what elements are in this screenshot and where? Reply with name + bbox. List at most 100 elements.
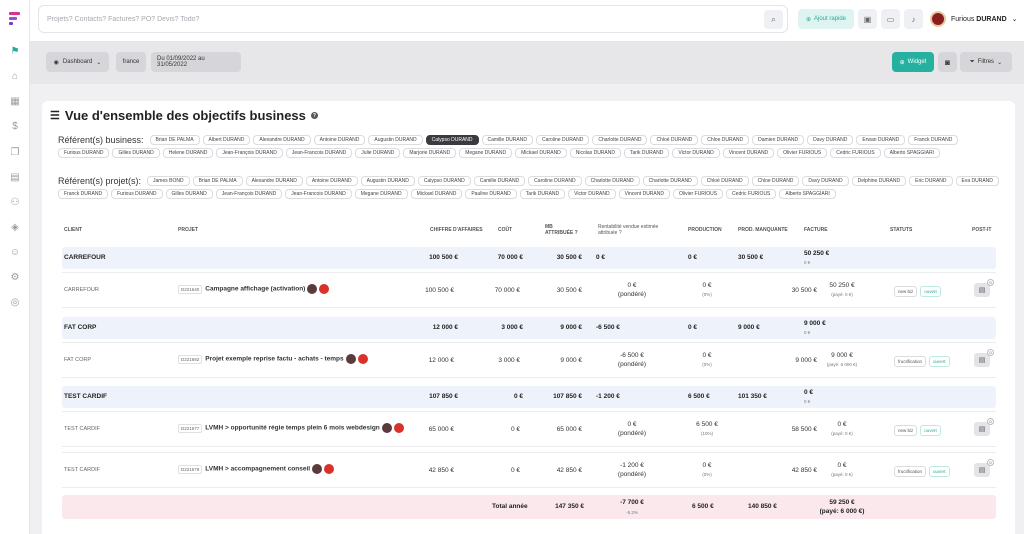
filter-chip[interactable]: Vincent DURAND bbox=[618, 189, 670, 199]
filter-chip[interactable]: Jean-François DURAND bbox=[215, 189, 283, 199]
filter-chip[interactable]: Alberto SPAGGIARI bbox=[883, 148, 940, 158]
filter-chip[interactable]: Caroline DURAND bbox=[528, 176, 582, 186]
filter-chip[interactable]: Erwan DURAND bbox=[856, 135, 906, 145]
filter-chip[interactable]: Chloé DURAND bbox=[650, 135, 699, 145]
monitor-icon[interactable]: ▭ bbox=[881, 9, 900, 29]
filter-chip[interactable]: Franck DURAND bbox=[58, 189, 109, 199]
filter-chip[interactable]: Cedric FURIOUS bbox=[830, 148, 881, 158]
filter-chip[interactable]: Pauline DURAND bbox=[465, 189, 517, 199]
filter-chip[interactable]: Eric DURAND bbox=[909, 176, 953, 186]
col-client[interactable]: CLIENT bbox=[64, 227, 83, 233]
filter-chip[interactable]: Tarik DURAND bbox=[623, 148, 670, 158]
calendar-icon[interactable]: ▦ bbox=[10, 96, 20, 107]
status-badge[interactable]: fructification bbox=[894, 356, 927, 367]
filter-chip[interactable]: Alexandre DURAND bbox=[253, 135, 311, 145]
status-badge[interactable]: ouvert bbox=[920, 425, 941, 436]
filter-chip[interactable]: Charlotte DURAND bbox=[584, 176, 640, 186]
col-facture[interactable]: FACTURE bbox=[804, 227, 828, 233]
col-statuts[interactable]: STATUTS bbox=[890, 227, 913, 233]
filter-chip[interactable]: Mickael DURAND bbox=[515, 148, 567, 158]
filter-chip[interactable]: Caroline DURAND bbox=[535, 135, 590, 145]
quick-add-button[interactable]: ⊕ Ajout rapide bbox=[798, 9, 854, 29]
filter-chip[interactable]: Charlotte DURAND bbox=[592, 135, 648, 145]
filter-chip[interactable]: Camille DURAND bbox=[481, 135, 533, 145]
filter-chip[interactable]: Olivier FURIOUS bbox=[672, 189, 724, 199]
calendar-icon[interactable]: ▣ bbox=[858, 9, 877, 29]
project-link[interactable]: D221640 Campagne affichage (activation) bbox=[178, 284, 330, 294]
status-badge[interactable]: new biz bbox=[894, 286, 918, 297]
filter-chip[interactable]: Furious DURAND bbox=[111, 189, 163, 199]
filter-chip[interactable]: Camille DURAND bbox=[473, 176, 526, 186]
status-badge[interactable]: fructification bbox=[894, 466, 927, 477]
info-icon[interactable]: ? bbox=[310, 112, 318, 119]
filter-chip[interactable]: Delphine DURAND bbox=[851, 176, 907, 186]
col-projet[interactable]: PROJET bbox=[178, 227, 199, 233]
postit-icon[interactable]: ▤ 0 bbox=[974, 459, 994, 477]
postit-icon[interactable]: ▤ 0 bbox=[974, 349, 994, 367]
col-production[interactable]: PRODUCTION bbox=[688, 227, 722, 233]
filter-chip[interactable]: Tarik DURAND bbox=[519, 189, 566, 199]
filter-chip[interactable]: Alberto SPAGGIARI bbox=[779, 189, 836, 199]
filter-chip[interactable]: Davy DURAND bbox=[807, 135, 854, 145]
camera-icon[interactable]: ◙ bbox=[938, 52, 957, 72]
col-mb[interactable]: MB ATTRIBUÉE ? bbox=[545, 224, 578, 236]
project-link[interactable]: D221678 LVMH > accompagnement conseil bbox=[178, 464, 335, 474]
filter-chip[interactable]: Damien DURAND bbox=[752, 135, 805, 145]
help-icon[interactable]: ◎ bbox=[10, 297, 20, 308]
user-menu[interactable]: Furious DURAND ⌄ bbox=[930, 9, 1018, 29]
filter-chip[interactable]: Marjorie DURAND bbox=[403, 148, 457, 158]
filter-chip[interactable]: Albert DURAND bbox=[202, 135, 251, 145]
col-prod-manquante[interactable]: PROD. MANQUANTE bbox=[738, 227, 788, 233]
filter-chip[interactable]: Julie DURAND bbox=[355, 148, 401, 158]
app-logo[interactable] bbox=[9, 12, 21, 26]
widget-button[interactable]: ⊕ Widget bbox=[892, 52, 934, 72]
filter-chip[interactable]: Victor DURAND bbox=[672, 148, 720, 158]
project-link[interactable]: D221677 LVMH > opportunité régie temps pl… bbox=[178, 423, 404, 433]
filter-chip[interactable]: Augustin DURAND bbox=[360, 176, 415, 186]
country-filter[interactable]: france bbox=[116, 52, 146, 72]
filter-chip[interactable]: Chloé DURAND bbox=[700, 176, 749, 186]
copy-icon[interactable]: ❐ bbox=[10, 147, 20, 158]
search-input[interactable] bbox=[47, 12, 727, 27]
project-link[interactable]: D221692 Projet exemple reprise factu - ac… bbox=[178, 354, 368, 364]
users-icon[interactable]: ⚇ bbox=[10, 197, 20, 208]
filter-chip[interactable]: Antoine DURAND bbox=[305, 176, 358, 186]
filter-chip[interactable]: Chloe DURAND bbox=[701, 135, 750, 145]
filter-chip[interactable]: Megane DURAND bbox=[459, 148, 513, 158]
col-cout[interactable]: COÛT bbox=[498, 227, 513, 233]
filter-chip[interactable]: Eva DURAND bbox=[955, 176, 999, 186]
filter-chip[interactable]: Davy DURAND bbox=[802, 176, 849, 186]
filter-chip[interactable]: Franck DURAND bbox=[908, 135, 959, 145]
filter-chip[interactable]: Gilles DURAND bbox=[165, 189, 213, 199]
status-badge[interactable]: ouvert bbox=[929, 466, 950, 477]
filter-chip[interactable]: Alexandre DURAND bbox=[245, 176, 303, 186]
dollar-icon[interactable]: $ bbox=[12, 121, 18, 132]
filter-chip[interactable]: Antoine DURAND bbox=[313, 135, 366, 145]
home-icon[interactable]: ⌂ bbox=[11, 71, 19, 82]
contact-icon[interactable]: ☺ bbox=[9, 247, 21, 258]
filter-chip[interactable]: Jean-Francois DURAND bbox=[285, 148, 353, 158]
filter-chip[interactable]: Jean-François DURAND bbox=[216, 148, 283, 158]
filter-chip[interactable]: Olivier FURIOUS bbox=[777, 148, 828, 158]
filters-button[interactable]: ⏷ Filtres ⌄ bbox=[960, 52, 1012, 72]
filter-chip[interactable]: Jean-Francois DURAND bbox=[285, 189, 352, 199]
filter-chip[interactable]: Calypso DURAND bbox=[417, 176, 471, 186]
filter-chip[interactable]: Calypso DURAND bbox=[425, 135, 479, 145]
filter-chip[interactable]: Nicolas DURAND bbox=[569, 148, 621, 158]
bell-icon[interactable]: ♪ bbox=[904, 9, 923, 29]
postit-icon[interactable]: ▤ 0 bbox=[974, 279, 994, 297]
filter-chip[interactable]: Megane DURAND bbox=[354, 189, 408, 199]
dashboard-select[interactable]: ◉ Dashboard ⌄ bbox=[46, 52, 109, 72]
filter-chip[interactable]: Chloe DURAND bbox=[751, 176, 800, 186]
filter-chip[interactable]: Brian DE PALMA bbox=[149, 135, 200, 145]
period-filter[interactable]: Du 01/09/2022 au 31/05/2022 bbox=[151, 52, 241, 72]
col-postit[interactable]: POST-IT bbox=[972, 227, 992, 233]
layers-icon[interactable]: ◈ bbox=[11, 222, 19, 233]
filter-chip[interactable]: Mickael DURAND bbox=[410, 189, 463, 199]
col-ca[interactable]: CHIFFRE D'AFFAIRES bbox=[430, 227, 483, 233]
search-icon[interactable]: ⌕ bbox=[764, 10, 783, 29]
filter-chip[interactable]: Vincent DURAND bbox=[722, 148, 775, 158]
flag-icon[interactable]: ⚑ bbox=[10, 46, 20, 57]
status-badge[interactable]: ouvert bbox=[929, 356, 950, 367]
filter-chip[interactable]: Gilles DURAND bbox=[112, 148, 160, 158]
